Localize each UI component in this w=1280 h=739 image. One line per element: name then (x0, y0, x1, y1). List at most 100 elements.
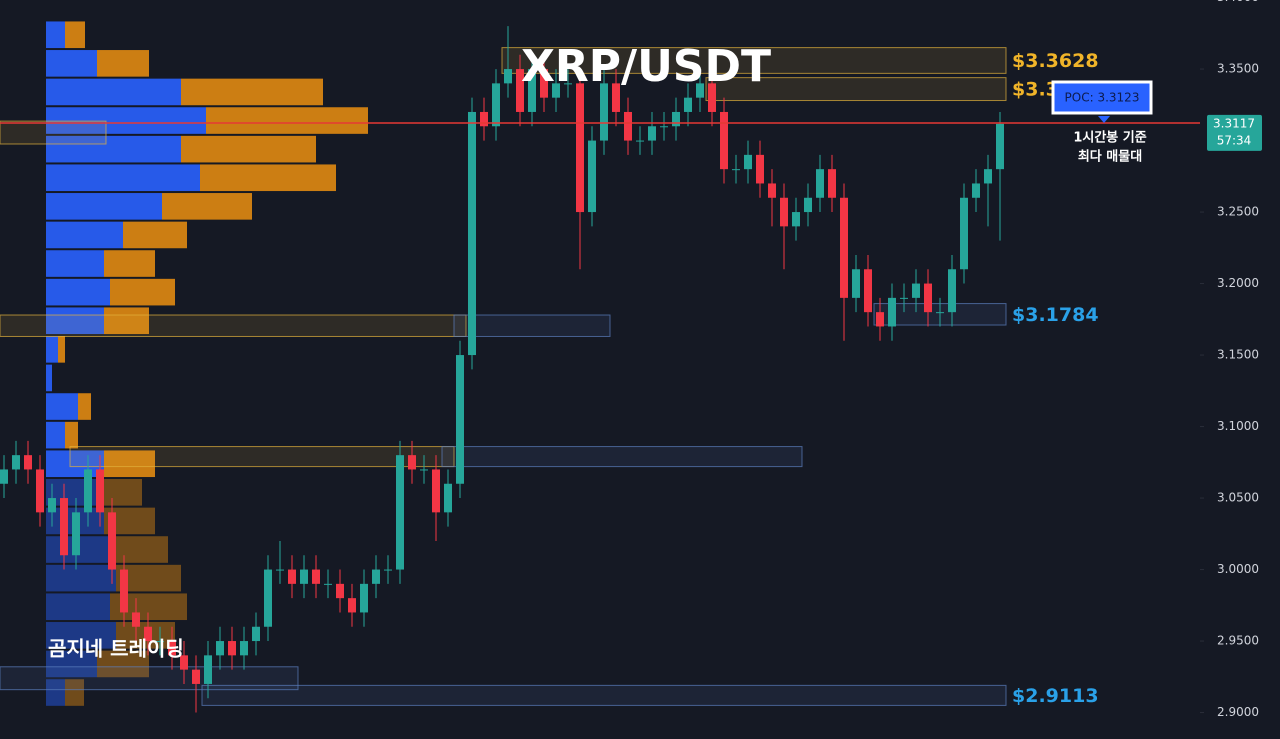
zone-label: $3.1784 (1012, 304, 1099, 326)
profile-buy (46, 21, 65, 49)
candle-body (672, 111, 680, 127)
candle-body (684, 97, 692, 112)
candle-body (72, 512, 80, 556)
y-tick-label: 3.2000 (1217, 276, 1259, 290)
zone (0, 666, 299, 691)
candle-body (204, 655, 212, 684)
candle-body (864, 269, 872, 313)
y-tick-label: 3.0500 (1217, 491, 1259, 505)
candle-body (576, 83, 584, 213)
zone-label: $3.3628 (1012, 50, 1099, 72)
poc-pointer (1098, 116, 1110, 123)
candle-body (468, 111, 476, 356)
profile-sell (104, 307, 149, 335)
candle-body (180, 655, 188, 670)
profile-sell (97, 479, 142, 506)
zone (201, 684, 1007, 706)
zone (0, 120, 107, 145)
candle-body (444, 483, 452, 513)
y-tick-label: 2.9500 (1217, 634, 1259, 648)
profile-buy (46, 78, 181, 106)
profile-sell (65, 679, 84, 706)
poc-note: 최다 매물대 (1078, 149, 1142, 165)
candle-body (540, 69, 548, 98)
profile-buy (46, 50, 97, 77)
candle-body (420, 469, 428, 471)
y-tick-label: 3.1500 (1217, 348, 1259, 362)
profile-sell (181, 135, 316, 163)
profile-sell (58, 336, 65, 363)
y-tick-label: 3.2500 (1217, 205, 1259, 219)
candle-body (396, 455, 404, 570)
profile-buy (46, 450, 104, 478)
candle-body (324, 583, 332, 585)
candle-body (24, 455, 32, 470)
profile-buy (46, 278, 110, 306)
poc-box (1051, 80, 1153, 115)
y-tick-label: 2.9000 (1217, 705, 1259, 719)
profile-sell (110, 278, 175, 306)
candle-body (96, 469, 104, 513)
profile-buy (46, 622, 116, 649)
zone (0, 314, 467, 337)
profile-buy (46, 164, 200, 192)
profile-sell (123, 221, 187, 249)
profile-sell (97, 50, 149, 77)
candle-body (564, 83, 572, 85)
candle-body (348, 598, 356, 613)
candle-body (48, 498, 56, 513)
candle-body (612, 83, 620, 112)
profile-buy (46, 364, 52, 392)
profile-sell (110, 536, 168, 563)
candle-body (600, 83, 608, 141)
candle-body (12, 455, 20, 470)
zone-label: $2.9113 (1012, 685, 1099, 707)
candle-body (912, 283, 920, 298)
profile-buy (46, 421, 65, 449)
profile-sell (104, 450, 155, 478)
candle-body (840, 197, 848, 298)
candle-body (876, 312, 884, 327)
watermark: 곰지네 트레이딩 (48, 637, 184, 661)
profile-buy (46, 393, 78, 420)
zone (441, 446, 803, 468)
candle-body (624, 111, 632, 141)
candle-body (888, 297, 896, 327)
candle-body (732, 169, 740, 171)
candle-body (960, 197, 968, 270)
candle-body (84, 469, 92, 513)
candle-body (300, 569, 308, 584)
candle-body (372, 569, 380, 584)
profile-sell (162, 193, 252, 220)
profile-sell (65, 21, 85, 49)
candle-body (744, 154, 752, 170)
candle-body (276, 569, 284, 571)
countdown: 57:34 (1217, 133, 1252, 147)
candle-body (708, 83, 716, 112)
profile-buy (46, 250, 104, 277)
chart-title: XRP/USDT (521, 41, 771, 92)
candle-body (792, 212, 800, 227)
profile-buy (46, 193, 162, 220)
profile-buy (46, 135, 181, 163)
candle-body (216, 641, 224, 656)
candle-body (720, 111, 728, 170)
candle-body (408, 455, 416, 470)
profile-buy (46, 564, 116, 592)
profile-buy (46, 593, 110, 621)
poc-note: 1시간봉 기준 (1073, 130, 1146, 146)
candle-body (132, 612, 140, 627)
candle-body (144, 626, 152, 642)
profile-sell (78, 393, 91, 420)
profile-sell (200, 164, 336, 192)
candle-body (780, 197, 788, 227)
y-tick-label: 3.0000 (1217, 562, 1259, 576)
candle-body (60, 498, 68, 556)
candle-body (192, 669, 200, 684)
candle-body (156, 641, 164, 643)
candle-body (120, 569, 128, 613)
candle-body (36, 469, 44, 513)
candle-body (900, 297, 908, 299)
